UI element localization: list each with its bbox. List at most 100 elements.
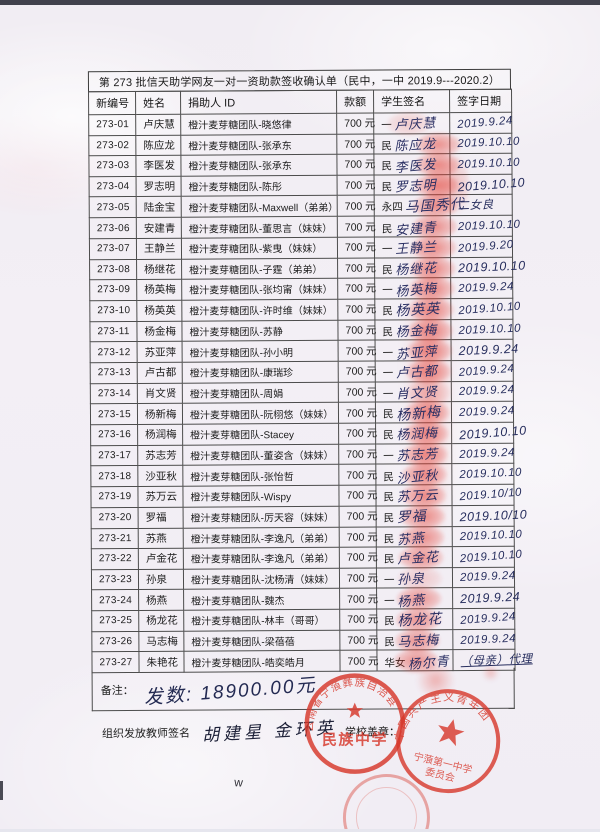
cell-row-id: 273-23 [91,569,139,591]
cell-sign-date: 2019.9.24 [451,380,515,402]
cell-amount: 700 元 [337,195,376,217]
cell-donor-id: 橙汁麦芽糖团队-晓悠律 [180,113,337,135]
date-handwriting: 2019.9.24 [456,114,514,131]
cell-amount: 700 元 [339,567,378,589]
cell-row-id: 273-17 [90,445,138,467]
signature-handwriting: 杨继花 [394,259,438,278]
cell-sign-date: 2019.10.10 [452,546,523,568]
date-handwriting: 2019.9.24 [459,589,521,607]
teacher-signature-label: 组织发放教师签名 [101,727,190,741]
cell-student-name: 杨燕 [138,589,184,611]
cell-sign-date: 2019.10.10 [452,525,523,547]
date-handwriting: 2019.9.20 [457,238,515,255]
cell-donor-id: 橙汁麦芽糖团队-许时维（妹妹） [181,299,338,321]
cell-donor-id: 橙汁麦芽糖团队-Maxwell（弟弟） [181,195,338,218]
col-header-amount: 款额 [336,90,374,114]
cell-student-name: 苏万云 [137,486,184,507]
cell-sign-date: 2019.9.24 [452,608,516,630]
cell-student-name: 陆金宝 [136,196,182,218]
cell-row-id: 273-24 [91,589,139,611]
cell-donor-id: 橙汁麦芽糖团队-董姿含（妹妹） [182,443,339,466]
cell-donor-id: 橙汁麦芽糖团队-孙小明 [182,340,339,363]
cell-amount: 700 元 [337,174,376,196]
signature-handwriting: 苏志芳 [395,446,439,464]
school-prefix: 一 [383,574,395,587]
scanner-top-edge [0,0,600,5]
cell-donor-id: 橙汁麦芽糖团队-李逸凡（弟弟） [183,547,340,569]
remark-label: 备注： [100,685,134,698]
signature-handwriting: 杨燕 [396,591,426,610]
cell-amount: 700 元 [338,484,377,506]
cell-donor-id: 橙汁麦芽糖团队-张承东 [180,154,338,177]
school-prefix: 民 [382,305,393,318]
date-handwriting: （母亲）代理 [460,653,533,669]
date-handwriting: 2019.10.10 [457,156,521,172]
page-title: 第 273 批信天助学网友一对一资助款签收确认单（民中，一中 2019.9---… [98,74,501,89]
signature-handwriting: 马志梅 [396,632,440,650]
school-prefix: 一 [382,388,394,401]
cell-student-name: 杨龙花 [138,610,184,632]
cell-donor-id: 橙汁麦芽糖团队-陈彤 [181,175,338,197]
cell-donor-id: 橙汁麦芽糖团队-康瑞珍 [182,361,339,383]
school-prefix: 一 [382,347,394,360]
cell-student-signature: 民马志梅 [376,628,453,654]
school-stamp-label: 学校盖章： [344,726,400,739]
cell-row-id: 273-13 [90,362,138,384]
signature-handwriting: 孙泉 [396,570,425,588]
cell-sign-date: 2019.10.10 [449,132,520,154]
cell-sign-date: 二女良 [450,194,513,216]
cell-student-name: 李医发 [135,155,182,177]
cell-student-name: 杨金梅 [136,320,183,342]
signature-handwriting: 陈应龙 [393,135,437,154]
cell-student-signature: 民杨英英 [374,296,455,323]
cell-row-id: 273-08 [89,259,137,280]
signature-handwriting: 卢金花 [396,549,439,567]
cell-sign-date: 2019.9.24 [452,566,516,588]
school-prefix: 民 [383,491,395,504]
school-prefix: 民 [382,326,394,339]
signature-handwriting: 苏燕 [395,529,426,548]
cell-sign-date: 2019.9.24 [449,112,514,134]
cell-row-id: 273-05 [89,196,137,219]
cell-donor-id: 橙汁麦芽糖团队-张怡哲 [182,464,339,487]
scanner-left-mark [0,781,3,800]
school-prefix: 民 [381,181,393,194]
cell-donor-id: 橙汁麦芽糖团队-张均甯（妹妹） [181,278,338,300]
cell-sign-date: 2019.9.24 [451,339,519,361]
cell-amount: 700 元 [338,360,377,382]
cell-sign-date: 2019.9.24 [452,587,520,609]
cell-sign-date: 2019.9.24 [451,442,515,464]
cell-donor-id: 橙汁麦芽糖团队-子霆（弟弟） [181,257,338,280]
date-handwriting: 2019.10.10 [457,174,526,194]
cell-row-id: 273-02 [88,135,136,156]
school-prefix: 民 [383,553,395,566]
date-handwriting: 2019.10/10 [459,486,523,503]
cell-amount: 700 元 [339,526,378,548]
cell-row-id: 273-26 [91,631,139,653]
date-handwriting: 2019.10.10 [458,423,528,443]
cell-sign-date: 2019.9.24 [451,360,515,382]
cell-student-name: 苏亚萍 [137,341,183,363]
cell-sign-date: 2019.10.10 [450,256,526,278]
cell-student-name: 肖文贤 [137,382,183,404]
cell-donor-id: 橙汁麦芽糖团队-阮栩悠（妹妹） [182,402,339,425]
col-header-signature: 学生签名 [373,89,450,114]
date-handwriting: 2019.9.24 [459,570,516,585]
teacher-signature-handwriting: 胡建星 金环英 [201,718,338,746]
cell-row-id: 273-21 [91,527,139,549]
cell-sign-date: 2019.9.20 [450,236,515,258]
signature-handwriting: 卢古都 [394,363,438,381]
cell-amount: 700 元 [337,298,376,321]
table-row: 273-01 卢庆慧 橙汁麦芽糖团队-晓悠律 700 元 一卢庆慧 2019.9… [88,111,514,137]
col-header-name: 姓名 [135,91,181,115]
cell-sign-date: 2019.10.10 [450,297,521,320]
date-handwriting: 2019.10/10 [459,506,528,524]
signature-handwriting: 罗志明 [393,177,437,195]
col-header-date: 签字日期 [449,89,512,113]
cell-student-name: 杨润梅 [137,424,183,446]
cell-student-name: 陈应龙 [135,134,181,156]
cell-row-id: 273-19 [90,486,139,508]
cell-row-id: 273-12 [90,341,138,363]
stamp-line1: 宁蒗第一中学 [412,750,473,777]
cell-row-id: 273-16 [90,424,138,446]
